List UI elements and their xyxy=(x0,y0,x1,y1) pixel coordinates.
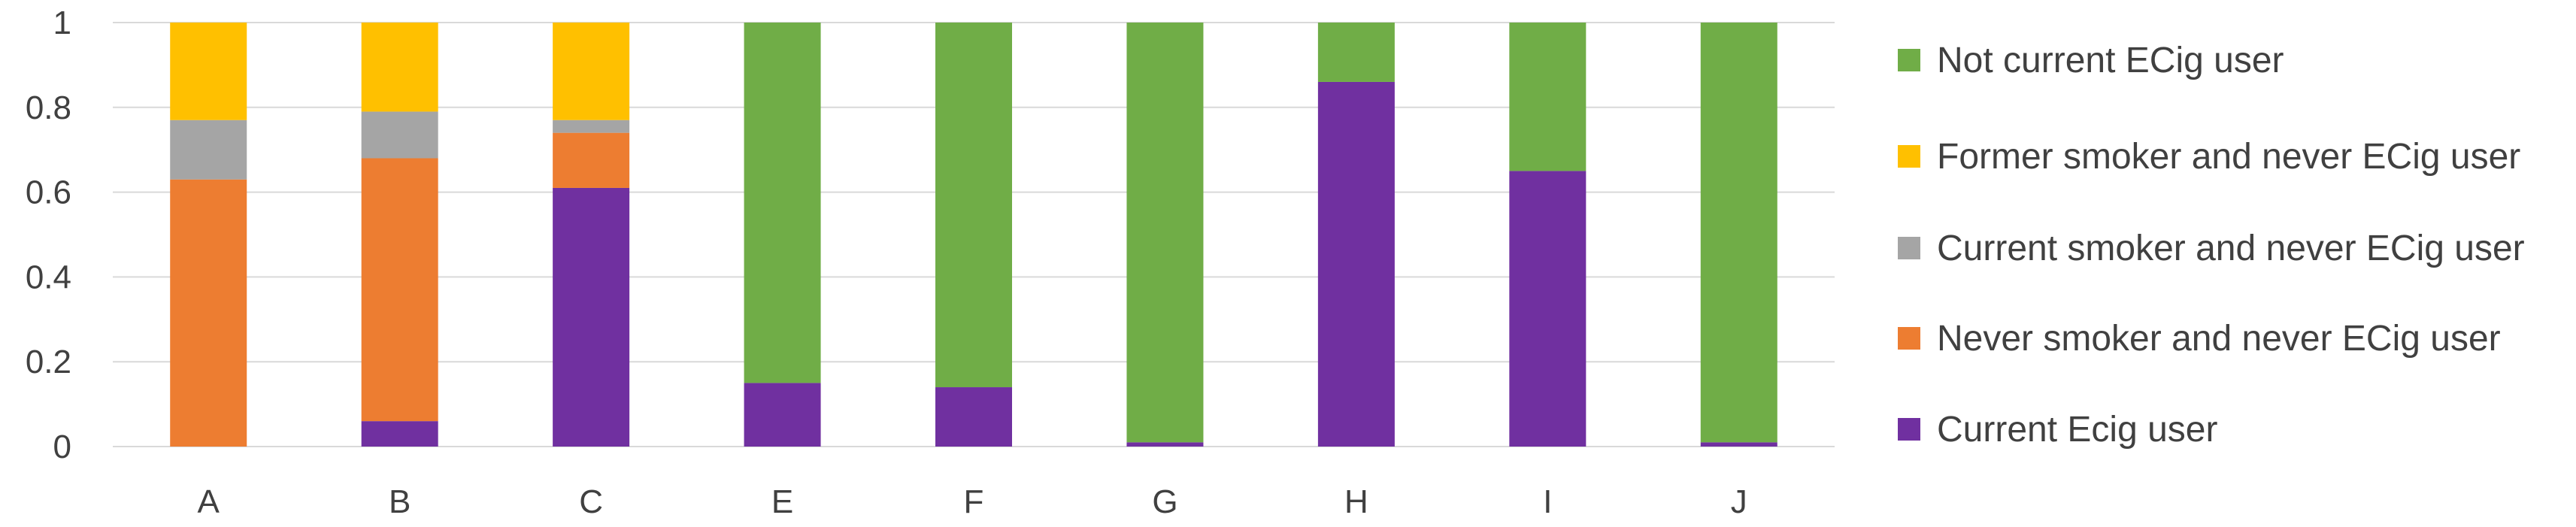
bar-segment xyxy=(1126,442,1204,447)
bar-segment xyxy=(361,421,438,447)
bar-segment xyxy=(1509,171,1587,447)
bar-segment xyxy=(1700,23,1777,443)
legend-swatch xyxy=(1898,49,1920,71)
bar-segment xyxy=(744,383,821,447)
x-tick-label: C xyxy=(579,483,603,520)
bar-segment xyxy=(553,187,630,447)
x-tick-label: F xyxy=(964,483,984,520)
legend-swatch xyxy=(1898,145,1920,168)
chart-legend: Not current ECig user Former smoker and n… xyxy=(1898,0,2576,527)
legend-swatch xyxy=(1898,418,1920,441)
bar-segment xyxy=(170,120,247,180)
legend-swatch xyxy=(1898,237,1920,259)
bar-segment xyxy=(1126,23,1204,443)
legend-swatch xyxy=(1898,327,1920,350)
bar-segment xyxy=(553,132,630,188)
bar-segment xyxy=(1700,442,1777,447)
legend-label: Former smoker and never ECig user xyxy=(1937,136,2521,177)
bar-segment xyxy=(935,387,1012,447)
bar-segment xyxy=(1509,23,1587,171)
legend-label: Never smoker and never ECig user xyxy=(1937,318,2501,359)
legend-item: Former smoker and never ECig user xyxy=(1898,134,2520,179)
legend-item: Not current ECig user xyxy=(1898,38,2284,83)
bar-segment xyxy=(1317,23,1395,82)
x-tick-label: G xyxy=(1152,483,1177,520)
legend-item: Current smoker and never ECig user xyxy=(1898,226,2525,271)
y-tick-label: 1 xyxy=(53,5,71,41)
bar-segment xyxy=(170,179,247,447)
legend-label: Current Ecig user xyxy=(1937,409,2218,450)
x-tick-label: H xyxy=(1344,483,1368,520)
y-tick-label: 0.2 xyxy=(26,344,71,380)
bar-segment xyxy=(361,158,438,422)
x-tick-label: E xyxy=(771,483,793,520)
bar-segment xyxy=(553,120,630,133)
x-tick-label: B xyxy=(389,483,411,520)
bar-segment xyxy=(1317,81,1395,447)
x-tick-label: I xyxy=(1543,483,1552,520)
legend-item: Never smoker and never ECig user xyxy=(1898,316,2501,361)
bar-segment xyxy=(170,23,247,120)
y-tick-label: 0.8 xyxy=(26,89,71,126)
legend-label: Current smoker and never ECig user xyxy=(1937,228,2525,268)
x-tick-label: A xyxy=(198,483,220,520)
legend-item: Current Ecig user xyxy=(1898,407,2217,452)
legend-label: Not current ECig user xyxy=(1937,40,2284,80)
y-tick-label: 0.4 xyxy=(26,259,71,295)
bar-segment xyxy=(744,23,821,383)
y-tick-label: 0 xyxy=(53,429,71,465)
bar-segment xyxy=(553,23,630,120)
bar-segment xyxy=(361,23,438,112)
bar-segment xyxy=(935,23,1012,388)
bar-segment xyxy=(361,111,438,159)
y-tick-label: 0.6 xyxy=(26,174,71,211)
x-tick-label: J xyxy=(1731,483,1747,520)
